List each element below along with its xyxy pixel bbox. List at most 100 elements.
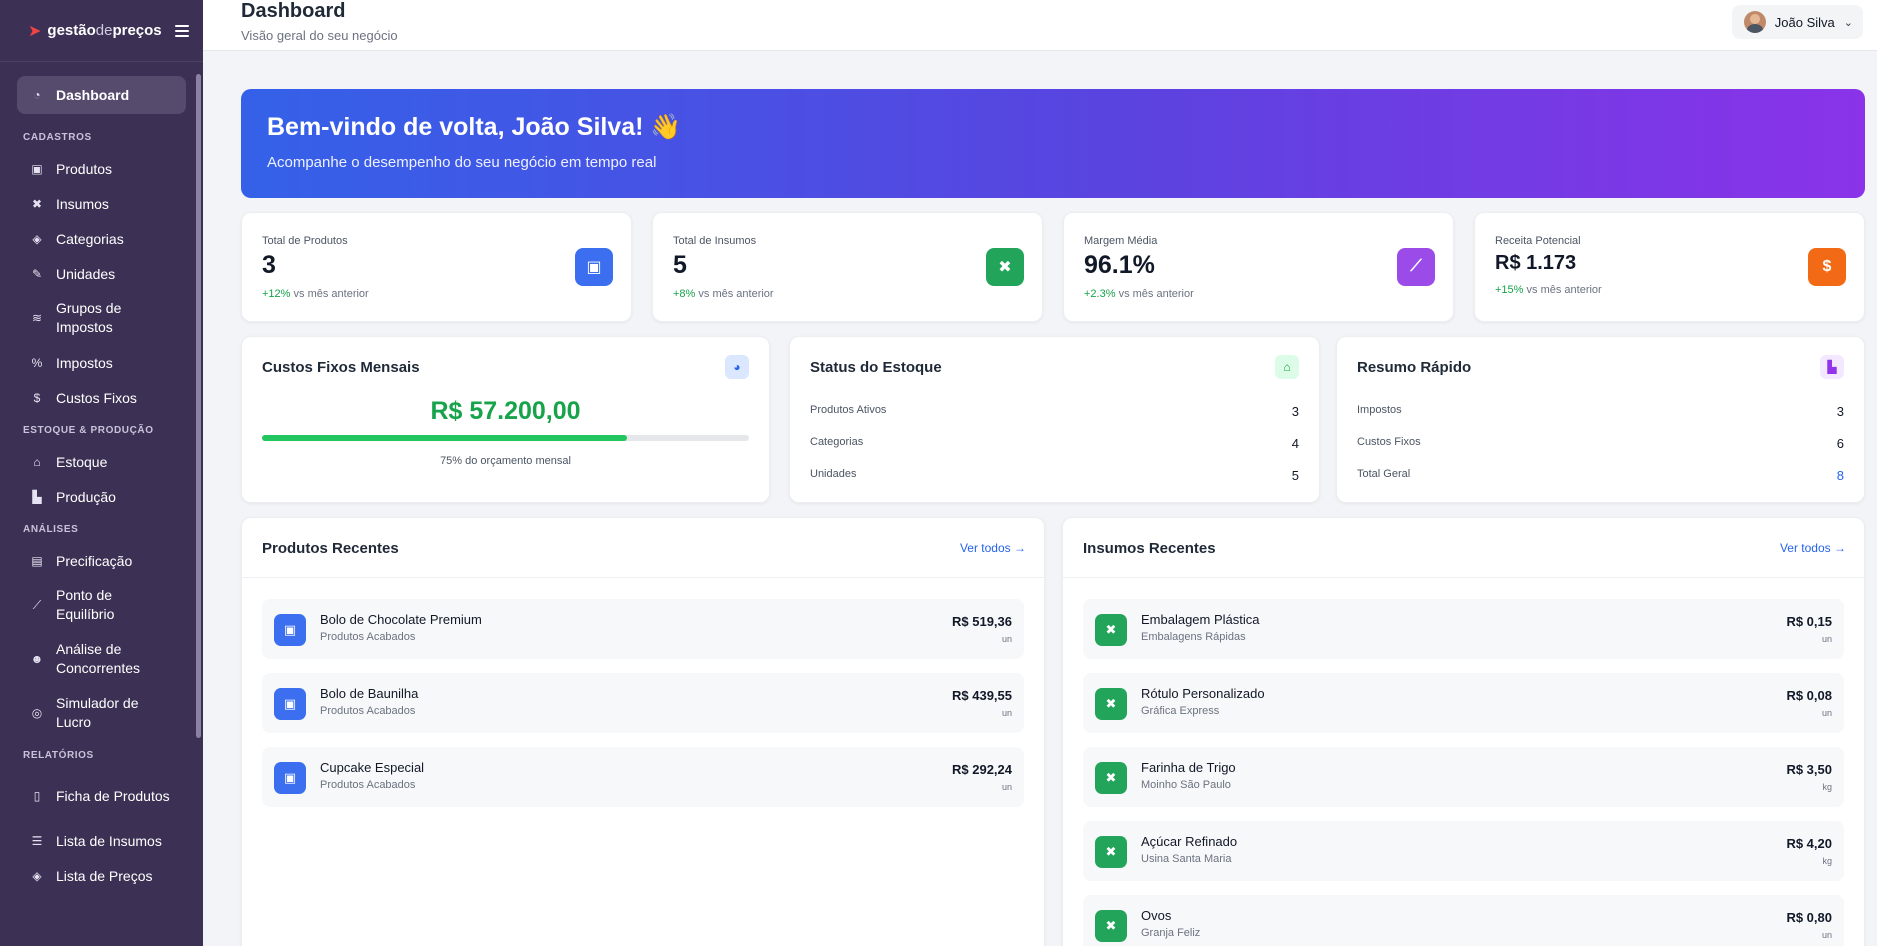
coins-icon: ◎: [31, 705, 43, 720]
custos-total: R$ 57.200,00: [430, 397, 581, 425]
chart-line-icon: ⟋: [32, 597, 42, 612]
ver-todos-insumos-link[interactable]: Ver todos →: [1779, 541, 1846, 555]
resumo-rapido-card: Resumo Rápido ▙ Impostos 3 Custos Fixos 6 …: [1336, 336, 1865, 503]
user-name: João Silva: [1774, 14, 1835, 30]
kv-row: Impostos 3: [1357, 404, 1844, 419]
ver-todos-produtos-link[interactable]: Ver todos →: [959, 541, 1026, 555]
box-icon: ▣: [274, 762, 306, 794]
avatar: [1743, 11, 1766, 33]
industry-icon: ▙: [32, 489, 42, 504]
sidebar-header: ➤ gestãodepreços: [0, 0, 203, 62]
list-icon: ☰: [31, 833, 43, 848]
pie-chart-icon: ◕: [725, 355, 749, 379]
list-item[interactable]: ▣ Cupcake Especial Produtos Acabados R$ …: [262, 747, 1024, 807]
kv-row: Produtos Ativos 3: [810, 404, 1299, 419]
ruler-icon: ✎: [31, 266, 43, 281]
sidebar-item-lista-insumos[interactable]: ☰ Lista de Insumos: [31, 832, 162, 849]
sidebar-scrollbar[interactable]: [196, 74, 201, 738]
tools-icon: ✖: [1095, 688, 1127, 720]
chevron-down-icon: ⌄: [1843, 16, 1853, 29]
insumos-recentes-card: Insumos Recentes Ver todos → ✖ Embalagem…: [1062, 517, 1865, 946]
welcome-banner: Bem-vindo de volta, João Silva! 👋 Acompa…: [241, 89, 1865, 198]
sidebar-item-dashboard[interactable]: ◔ Dashboard: [17, 76, 186, 114]
users-icon: ☻: [30, 651, 44, 666]
budget-note: 75% do orçamento mensal: [440, 455, 571, 467]
section-cadastros: CADASTROS: [23, 132, 92, 143]
welcome-subtitle: Acompanhe o desempenho do seu negócio em…: [267, 154, 657, 171]
page-title: Dashboard: [241, 0, 346, 22]
menu-toggle-icon[interactable]: [175, 24, 189, 37]
produtos-recentes-card: Produtos Recentes Ver todos → ▣ Bolo de …: [241, 517, 1045, 946]
tags-icon: ◈: [32, 231, 42, 246]
sidebar-item-analise-concorrentes[interactable]: ☻ Análise de Concorrentes: [30, 641, 141, 676]
list-item[interactable]: ✖ Embalagem Plástica Embalagens Rápidas …: [1083, 599, 1844, 659]
stat-card-produtos: Total de Produtos 3 +12% vs mês anterior…: [241, 212, 632, 322]
stat-card-insumos: Total de Insumos 5 +8% vs mês anterior ✖: [652, 212, 1043, 322]
stat-card-margem: Margem Média 96.1% +2.3% vs mês anterior…: [1063, 212, 1454, 322]
user-menu[interactable]: João Silva ⌄: [1731, 5, 1863, 39]
dollar-icon: $: [1808, 248, 1846, 286]
bar-chart-icon: ▙: [1820, 355, 1844, 379]
tags-icon: ◈: [32, 868, 42, 883]
logo-arrow-icon: ➤: [28, 22, 42, 40]
list-item[interactable]: ✖ Açúcar Refinado Usina Santa Maria R$ 4…: [1083, 821, 1844, 881]
chart-line-icon: ⟋: [1397, 248, 1435, 286]
list-item[interactable]: ▣ Bolo de Chocolate Premium Produtos Aca…: [262, 599, 1024, 659]
kv-row: Categorias 4: [810, 436, 1299, 451]
sidebar: ➤ gestãodepreços ◔ Dashboard CADASTROS ▣…: [0, 0, 203, 946]
warehouse-icon: ⌂: [1275, 355, 1299, 379]
list-item[interactable]: ✖ Farinha de Trigo Moinho São Paulo R$ 3…: [1083, 747, 1844, 807]
gauge-icon: ◔: [33, 88, 41, 102]
budget-progress-fill: [262, 435, 628, 441]
sidebar-item-categorias[interactable]: ◈ Categorias: [17, 221, 186, 256]
sidebar-item-precificacao[interactable]: ▤ Precificação: [31, 552, 133, 569]
box-icon: ▣: [575, 248, 613, 286]
box-icon: ▣: [274, 614, 306, 646]
sidebar-item-lista-precos[interactable]: ◈ Lista de Preços: [17, 858, 186, 893]
tools-icon: ✖: [31, 196, 43, 211]
list-item[interactable]: ✖ Ovos Granja Feliz R$ 0,80 un: [1083, 895, 1844, 946]
budget-progress-bar: [262, 435, 749, 441]
box-icon: ▣: [31, 161, 43, 176]
sidebar-item-impostos[interactable]: % Impostos: [31, 354, 113, 371]
sidebar-item-simulador-lucro[interactable]: ◎ Simulador de Lucro: [31, 695, 139, 730]
welcome-title: Bem-vindo de volta, João Silva! 👋: [267, 113, 682, 141]
tools-icon: ✖: [1095, 614, 1127, 646]
logo[interactable]: ➤ gestãodepreços: [28, 22, 162, 40]
section-estoque: ESTOQUE & PRODUÇÃO: [23, 425, 154, 436]
warehouse-icon: ⌂: [33, 454, 41, 469]
page-subtitle: Visão geral do seu negócio: [241, 28, 398, 43]
sidebar-item-ponto-equilibrio[interactable]: ⟋ Ponto de Equilíbrio: [17, 578, 186, 632]
file-icon: ▯: [33, 788, 41, 803]
sidebar-item-producao[interactable]: ▙ Produção: [17, 479, 186, 514]
section-analises: ANÁLISES: [23, 524, 79, 535]
sidebar-nav: ◔ Dashboard CADASTROS ▣ Produtos ✖ Insum…: [0, 62, 203, 893]
custos-fixos-card: Custos Fixos Mensais ◕ R$ 57.200,00 75% …: [241, 336, 770, 503]
tools-icon: ✖: [1095, 762, 1127, 794]
tools-icon: ✖: [1095, 910, 1127, 942]
tools-icon: ✖: [1095, 836, 1127, 868]
sidebar-item-insumos[interactable]: ✖ Insumos: [31, 195, 109, 212]
sidebar-item-unidades[interactable]: ✎ Unidades: [31, 265, 116, 282]
main-content: Bem-vindo de volta, João Silva! 👋 Acompa…: [203, 51, 1877, 946]
status-estoque-card: Status do Estoque ⌂ Produtos Ativos 3 Cat…: [789, 336, 1320, 503]
calculator-icon: ▤: [31, 553, 43, 568]
list-item[interactable]: ▣ Bolo de Baunilha Produtos Acabados R$ …: [262, 673, 1024, 733]
tools-icon: ✖: [986, 248, 1024, 286]
percent-icon: %: [31, 355, 43, 370]
sidebar-item-ficha-produtos[interactable]: ▯ Ficha de Produtos: [17, 769, 186, 823]
kv-row: Total Geral 8: [1357, 468, 1844, 483]
sidebar-item-produtos[interactable]: ▣ Produtos: [31, 160, 113, 177]
sidebar-item-grupos-impostos[interactable]: ≋ Grupos de Impostos: [31, 300, 122, 335]
dollar-icon: $: [33, 390, 41, 405]
stat-card-receita: Receita Potencial R$ 1.173 +15% vs mês a…: [1474, 212, 1865, 322]
kv-row: Unidades 5: [810, 468, 1299, 483]
list-item[interactable]: ✖ Rótulo Personalizado Gráfica Express R…: [1083, 673, 1844, 733]
kv-row: Custos Fixos 6: [1357, 436, 1844, 451]
top-header: Dashboard Visão geral do seu negócio Joã…: [203, 0, 1877, 51]
section-relatorios: RELATÓRIOS: [23, 750, 94, 761]
sidebar-item-custos-fixos[interactable]: $ Custos Fixos: [17, 380, 186, 415]
sidebar-item-estoque[interactable]: ⌂ Estoque: [17, 444, 186, 479]
layers-icon: ≋: [31, 310, 43, 325]
box-icon: ▣: [274, 688, 306, 720]
